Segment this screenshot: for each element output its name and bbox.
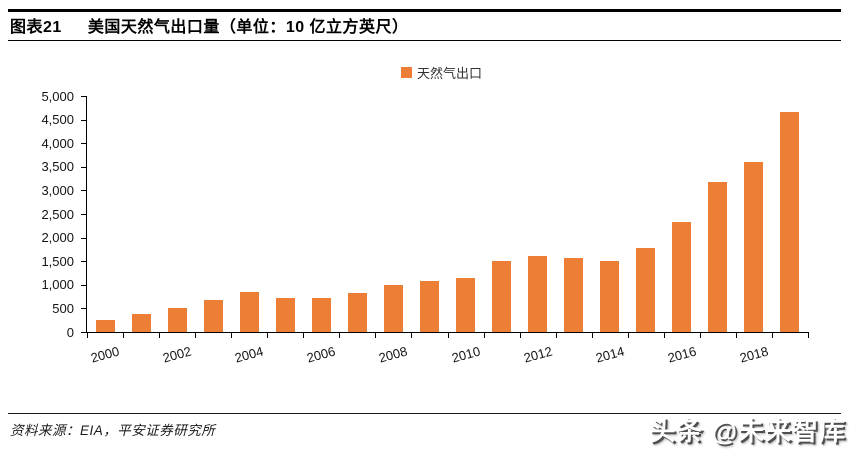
bar-2003 [204,300,223,332]
y-tick [81,285,86,286]
bar-2010 [456,278,475,332]
figure-number-label: 图表21 [10,19,62,36]
y-tick [81,190,86,191]
x-tick [700,333,701,338]
x-axis-label: 2010 [450,343,482,366]
y-tick [81,332,86,333]
x-tick [339,333,340,338]
bar-2013 [564,258,583,332]
y-tick [81,238,86,239]
bar-2008 [384,285,403,332]
title-underline-rule [8,40,841,41]
bar-2011 [492,261,511,332]
x-tick [87,333,88,338]
bar-2000 [96,320,115,332]
bar-2005 [276,298,295,332]
x-axis-label: 2008 [377,343,409,366]
y-tick [81,167,86,168]
x-tick [303,333,304,338]
y-tick [81,261,86,262]
x-axis-label: 2016 [666,343,698,366]
bar-2007 [348,293,367,332]
x-axis-label: 2006 [305,343,337,366]
x-tick [592,333,593,338]
x-tick [484,333,485,338]
x-tick [772,333,773,338]
x-tick [808,333,809,338]
bar-2012 [528,256,547,332]
y-tick [81,120,86,121]
chart-legend: 天然气出口 [401,63,482,82]
x-axis-label: 2012 [522,343,554,366]
figure-title: 图表21 美国天然气出口量（单位：10 亿立方英尺） [10,13,409,37]
legend-label: 天然气出口 [417,66,483,81]
bar-2001 [132,314,151,332]
x-tick [664,333,665,338]
x-axis-label: 2002 [161,343,193,366]
y-tick [81,214,86,215]
y-axis-label: 4,000 [41,136,74,151]
figure-title-text: 美国天然气出口量（单位：10 亿立方英尺） [87,19,409,36]
y-axis-label: 3,000 [41,183,74,198]
bar-2015 [636,248,655,332]
y-axis-label: 2,500 [41,207,74,222]
bar-2017 [708,182,727,332]
y-axis-label: 5,000 [41,89,74,104]
top-rule [8,9,841,12]
x-tick [411,333,412,338]
x-tick [123,333,124,338]
x-tick [375,333,376,338]
x-tick [195,333,196,338]
footer-rule [8,413,841,414]
x-axis-label: 2014 [594,343,626,366]
x-tick [267,333,268,338]
x-tick [231,333,232,338]
y-tick [81,96,86,97]
x-tick [736,333,737,338]
y-axis-label: 0 [66,325,74,340]
x-tick [159,333,160,338]
x-tick [628,333,629,338]
y-axis-label: 4,500 [41,112,74,127]
y-axis-label: 1,500 [41,254,74,269]
y-axis-label: 500 [52,301,74,316]
x-axis-label: 2018 [738,343,770,366]
x-axis-line [86,332,809,333]
bar-2004 [240,292,259,332]
watermark: 头条 @未来智库 [649,416,846,446]
x-tick [556,333,557,338]
bar-2014 [600,261,619,332]
bar-2016 [672,222,691,332]
bar-2006 [312,298,331,332]
y-axis-label: 1,000 [41,277,74,292]
legend-swatch-icon [401,67,412,78]
y-axis-line [86,96,87,333]
y-tick [81,308,86,309]
x-tick [520,333,521,338]
x-axis-label: 2004 [233,343,265,366]
y-axis-label: 2,000 [41,230,74,245]
source-note: 资料来源：EIA，平安证券研究所 [10,423,216,438]
bar-2018 [744,162,763,332]
y-tick [81,143,86,144]
bar-2009 [420,281,439,332]
x-axis-label: 2000 [89,343,121,366]
x-tick [448,333,449,338]
y-axis-label: 3,500 [41,159,74,174]
bar-2002 [168,308,187,332]
bar-2019 [780,112,799,332]
